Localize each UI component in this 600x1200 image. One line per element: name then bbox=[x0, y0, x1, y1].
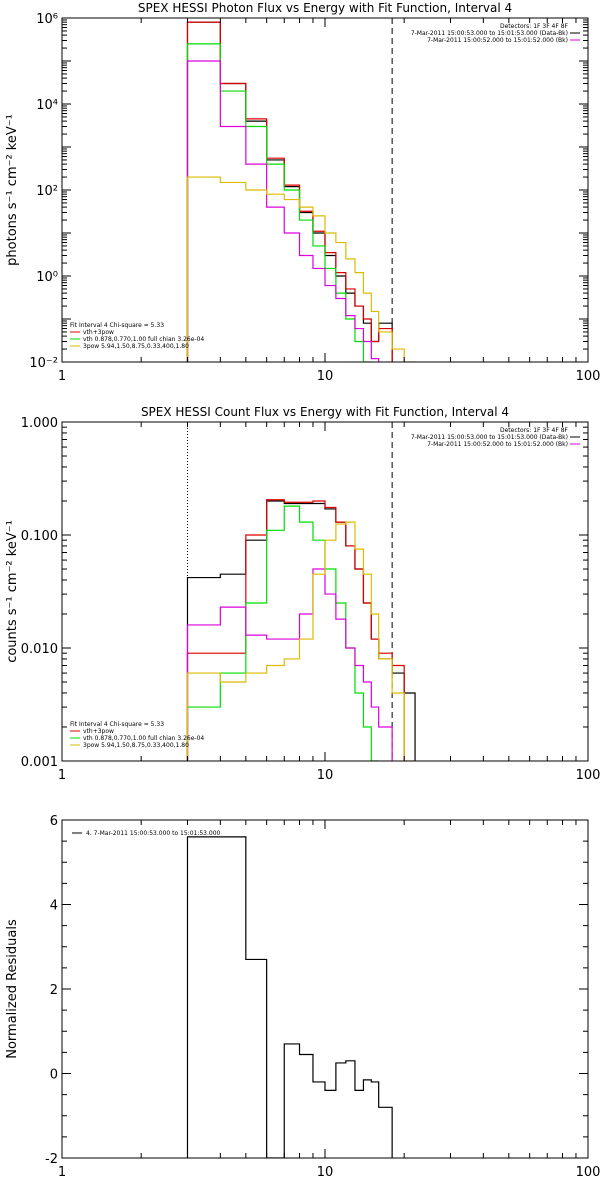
y-tick-label: 10² bbox=[36, 184, 58, 199]
legend-text: vth 0.878,0.770,1.00 full chian 3.26e-04 bbox=[83, 336, 204, 343]
legend-text: vth+3pow bbox=[83, 329, 114, 336]
legend-text: Fit Interval 4 Chi-square = 5.33 bbox=[70, 322, 164, 329]
chart-panel-2: SPEX HESSI Count Flux vs Energy with Fit… bbox=[5, 405, 600, 783]
legend-bottom-left: Fit Interval 4 Chi-square = 5.33vth+3pow… bbox=[70, 721, 204, 749]
legend-text: 3pow 5.94,1.50,8.75,0.33,400,1.80 bbox=[83, 742, 189, 749]
legend-bottom-left: Fit Interval 4 Chi-square = 5.33vth+3pow… bbox=[70, 322, 204, 350]
series-1-line bbox=[186, 500, 416, 761]
y-tick-label: 0 bbox=[50, 1068, 58, 1083]
legend-residual: 4. 7-Mar-2011 15:00:53.000 to 15:01:53.0… bbox=[72, 830, 221, 837]
x-axis: 1 10 100 bbox=[58, 422, 600, 783]
chart-panel-1: SPEX HESSI Photon Flux vs Energy with Fi… bbox=[5, 1, 600, 384]
y-tick-label: -2 bbox=[45, 1152, 58, 1167]
y-tick-label: 10⁶ bbox=[36, 12, 58, 27]
series-4-line bbox=[186, 568, 393, 761]
y-tick-label: 6 bbox=[50, 814, 58, 829]
plot-area bbox=[186, 18, 416, 362]
y-tick-label: 10⁴ bbox=[36, 98, 58, 113]
legend-text: Detectors: 1F 3F 4F 8F bbox=[500, 427, 569, 434]
series-2-line bbox=[186, 21, 393, 362]
series-5-line bbox=[186, 176, 416, 362]
legend-text: 7-Mar-2011 15:00:53.000 to 15:01:53.000 … bbox=[411, 30, 568, 37]
legend-text: 7-Mar-2011 15:00:52.000 to 15:01:52.000 … bbox=[427, 441, 568, 448]
legend-text: 4. 7-Mar-2011 15:00:53.000 to 15:01:53.0… bbox=[86, 830, 221, 837]
y-axis: 0.001 0.010 0.100 1.000 bbox=[21, 416, 588, 770]
chart-title: SPEX HESSI Count Flux vs Energy with Fit… bbox=[141, 405, 509, 419]
x-axis: 1 10 100 bbox=[58, 18, 600, 384]
axes-frame bbox=[61, 17, 589, 363]
legend-top-right: Detectors: 1F 3F 4F 8F7-Mar-2011 15:00:5… bbox=[411, 427, 580, 448]
y-tick-label: 0.010 bbox=[21, 642, 58, 657]
y-tick-label: 10⁻² bbox=[29, 356, 58, 371]
y-tick-label: 1.000 bbox=[21, 416, 58, 431]
y-axis-label: counts s⁻¹ cm⁻² keV⁻¹ bbox=[5, 520, 20, 663]
series-1-line bbox=[186, 836, 393, 1158]
plot-area bbox=[186, 422, 416, 761]
legend-top-right: Detectors: 1F 3F 4F 8F7-Mar-2011 15:00:5… bbox=[411, 23, 580, 44]
x-tick-label: 100 bbox=[576, 768, 600, 783]
y-axis-label: Normalized Residuals bbox=[5, 919, 20, 1059]
x-tick-label: 1 bbox=[58, 369, 66, 384]
y-axis: 10⁻² 10⁰ 10² 10⁴ 10⁶ bbox=[29, 12, 588, 371]
series-1-line bbox=[186, 21, 393, 362]
plot-area bbox=[186, 836, 393, 1158]
y-tick-label: 10⁰ bbox=[36, 270, 58, 285]
y-axis: -2 0 2 4 6 bbox=[45, 814, 588, 1167]
legend-text: Fit Interval 4 Chi-square = 5.33 bbox=[70, 721, 164, 728]
x-tick-label: 1 bbox=[58, 1165, 66, 1180]
x-tick-label: 100 bbox=[576, 369, 600, 384]
series-3-line bbox=[186, 43, 372, 362]
legend-text: vth 0.878,0.770,1.00 full chian 3.26e-04 bbox=[83, 735, 204, 742]
legend-text: 7-Mar-2011 15:00:53.000 to 15:01:53.000 … bbox=[411, 434, 568, 441]
x-axis: 1 10 100 bbox=[58, 820, 600, 1180]
x-tick-label: 1 bbox=[58, 768, 66, 783]
legend-text: vth+3pow bbox=[83, 728, 114, 735]
series-2-line bbox=[186, 499, 405, 761]
x-tick-label: 100 bbox=[576, 1165, 600, 1180]
y-axis-label: photons s⁻¹ cm⁻² keV⁻¹ bbox=[5, 114, 20, 266]
legend-text: 3pow 5.94,1.50,8.75,0.33,400,1.80 bbox=[83, 343, 189, 350]
series-4-line bbox=[186, 60, 380, 362]
series-3-line bbox=[186, 505, 379, 761]
chart-title: SPEX HESSI Photon Flux vs Energy with Fi… bbox=[138, 1, 512, 15]
y-tick-label: 2 bbox=[50, 983, 58, 998]
legend-text: 7-Mar-2011 15:00:52.000 to 15:01:52.000 … bbox=[427, 37, 568, 44]
y-tick-label: 0.001 bbox=[21, 755, 58, 770]
legend-text: Detectors: 1F 3F 4F 8F bbox=[500, 23, 569, 30]
x-tick-label: 10 bbox=[317, 768, 334, 783]
x-tick-label: 10 bbox=[317, 369, 334, 384]
y-tick-label: 4 bbox=[50, 899, 58, 914]
series-5-line bbox=[186, 521, 416, 761]
axes-frame bbox=[61, 819, 589, 1159]
x-tick-label: 10 bbox=[317, 1165, 334, 1180]
y-tick-label: 0.100 bbox=[21, 529, 58, 544]
chart-panel-3: 1 10 100 -2 0 2 4 6 Normalized Residuals 4. 7-Mar… bbox=[5, 814, 600, 1180]
